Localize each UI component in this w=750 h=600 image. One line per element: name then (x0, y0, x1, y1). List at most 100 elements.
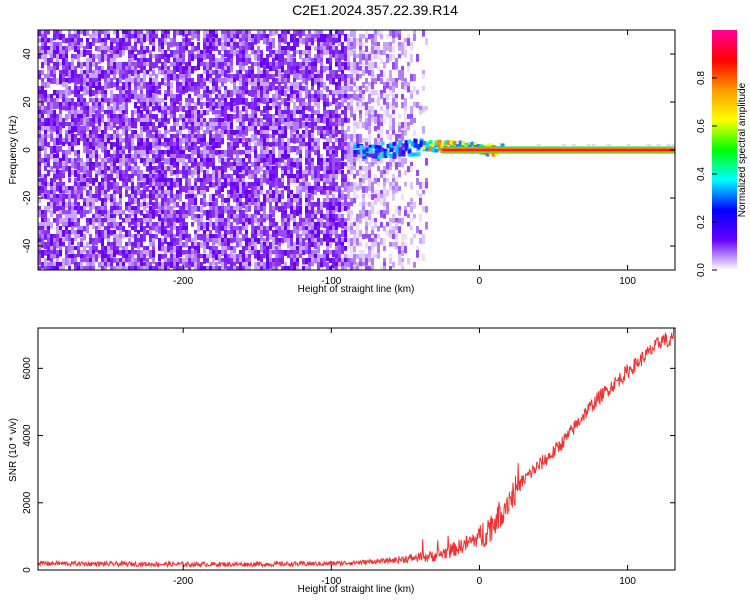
spectrogram-cell (257, 206, 260, 213)
spectrogram-cell (305, 38, 308, 43)
spectrogram-cell (296, 130, 299, 138)
spectrogram-cell (365, 258, 368, 266)
spectrogram-cell (365, 122, 368, 130)
spectrogram-cell (365, 226, 368, 231)
spectrogram-cell (110, 142, 113, 150)
spectrogram-cell (287, 146, 290, 154)
spectrogram-cell (275, 86, 278, 93)
spectrogram-cell (368, 250, 371, 258)
spectrogram-cell (146, 230, 149, 236)
spectrogram-cell (284, 98, 287, 103)
spectrogram-cell (68, 194, 71, 200)
spectrogram-cell (341, 126, 344, 132)
spectrogram-cell (359, 266, 362, 270)
spectrogram-cell (86, 58, 89, 63)
spectrogram-cell (263, 230, 266, 236)
spectrogram-cell (176, 238, 179, 246)
spectrogram-cell (254, 158, 257, 165)
spectrogram-cell (284, 142, 287, 147)
spectrogram-cell (41, 50, 44, 56)
spectrogram-cell (377, 94, 380, 99)
spectrogram-cell (248, 30, 251, 37)
spectrogram-cell (341, 178, 344, 185)
spectrogram-cell (149, 58, 152, 65)
spectrogram-cell (104, 226, 107, 234)
spectrogram-cell (377, 234, 380, 239)
spectrogram-cell (239, 114, 242, 121)
spectrogram-cell (275, 110, 278, 116)
spectrogram-cell (263, 194, 266, 199)
spectrogram-cell (137, 154, 140, 159)
spectrogram-cell (74, 38, 77, 45)
spectrogram-cell (80, 106, 83, 111)
spectrogram-cell (239, 150, 242, 155)
spectrogram-cell (371, 238, 374, 243)
spectrogram-cell (95, 234, 98, 242)
spectrogram-cell (287, 62, 290, 68)
spectrogram-cell (59, 106, 62, 111)
spectrogram-cell (110, 230, 113, 236)
spectrogram-cell (164, 94, 167, 101)
spectrogram-cell (164, 166, 167, 174)
spectrogram-cell (329, 186, 332, 191)
spectrogram-cell (41, 70, 44, 76)
spectrogram-cell (218, 74, 221, 81)
spectrogram-cell (392, 174, 395, 180)
spectrogram-cell (56, 62, 59, 70)
spectrogram-cell (227, 90, 230, 98)
spectrogram-cell (104, 78, 107, 84)
spectrogram-cell (71, 134, 74, 140)
spectrogram-cell (359, 110, 362, 115)
spectrogram-cell (260, 262, 263, 268)
spectrogram-cell (77, 246, 80, 252)
spectrogram-cell (146, 106, 149, 112)
spectrogram-cell (80, 158, 83, 163)
spectrogram-cell (113, 266, 116, 270)
spectrogram-cell (44, 182, 47, 190)
spectrogram-cell (44, 74, 47, 79)
spectrogram-cell (206, 70, 209, 78)
spectrogram-cell (203, 110, 206, 116)
spectrogram-cell (242, 170, 245, 178)
spectrogram-cell (245, 142, 248, 147)
spectrogram-cell (155, 202, 158, 210)
spectrogram-cell (263, 134, 266, 142)
spectrogram-cell (356, 134, 359, 139)
spectrogram-cell (224, 114, 227, 122)
spectrogram-cell (125, 158, 128, 164)
spectrogram-cell (263, 122, 266, 130)
spectrogram-cell (59, 74, 62, 80)
spectrogram-cell (149, 250, 152, 257)
spectrogram-cell (203, 182, 206, 188)
spectrogram-cell (179, 82, 182, 88)
spectrogram-cell (83, 198, 86, 204)
spectrogram-cell (227, 230, 230, 235)
spectrogram-cell (200, 198, 203, 206)
spectrogram-cell (53, 238, 56, 245)
spectrogram-cell (374, 54, 377, 60)
spectrogram-cell (269, 42, 272, 50)
spectrogram-cell (341, 218, 344, 224)
spectrogram-cell (68, 210, 71, 215)
spectrogram-cell (332, 154, 335, 162)
spectrogram-cell (101, 38, 104, 45)
spectrogram-cell (83, 130, 86, 135)
spectrogram-cell (320, 206, 323, 211)
spectrogram-cell (263, 90, 266, 95)
spectrogram-cell (230, 46, 233, 51)
spectrogram-cell (317, 206, 320, 211)
spectrogram-cell (242, 174, 245, 182)
spectrogram-cell (305, 214, 308, 220)
spectrogram-cell (176, 258, 179, 266)
spectrogram-cell (77, 250, 80, 258)
spectrogram-cell (347, 82, 350, 87)
spectrogram-cell (290, 198, 293, 206)
spectrogram-cell (113, 210, 116, 216)
spectrogram-cell (347, 50, 350, 56)
spectrogram-cell (281, 230, 284, 238)
spectrogram-cell (215, 94, 218, 100)
spectrogram-cell (71, 138, 74, 146)
spectrogram-cell (158, 246, 161, 251)
spectrogram-cell (296, 266, 299, 270)
spectrogram-cell (299, 54, 302, 59)
